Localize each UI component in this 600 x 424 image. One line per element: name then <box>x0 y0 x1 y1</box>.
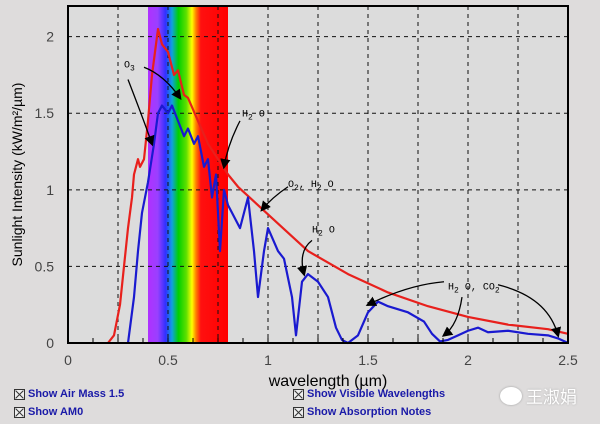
annotation-arrow <box>143 66 182 101</box>
watermark-text: 王淑娟 <box>526 388 577 407</box>
visible-band <box>148 6 228 343</box>
y-tick-label: 1.5 <box>35 105 55 121</box>
y-tick-label: 0 <box>46 335 54 351</box>
annotation-label: O3 <box>124 60 135 73</box>
annotation-label: H2 O, CO2 <box>448 282 500 295</box>
annotation-part: O <box>124 60 130 71</box>
x-tick-label: 1 <box>264 352 272 368</box>
y-tick-label: 1 <box>46 182 54 198</box>
annotation-part: O <box>253 109 265 120</box>
annotation-arrow <box>297 239 313 277</box>
annotation-arrow <box>127 79 155 147</box>
annotation-part: 2 <box>248 113 253 122</box>
checkbox-icon <box>293 388 304 400</box>
x-tick-label: 0.5 <box>158 352 178 368</box>
annotation-arrow <box>497 284 562 338</box>
watermark: 王淑娟 <box>500 383 577 408</box>
annotation-label: O2, H2 O <box>288 180 334 193</box>
wechat-icon <box>500 386 522 405</box>
checkbox-icon <box>14 406 25 418</box>
annotation-part: H <box>242 109 248 120</box>
option-label: Show Air Mass 1.5 <box>28 388 125 400</box>
annotation-part: 2 <box>495 286 500 295</box>
annotation-part: 2 <box>317 184 322 193</box>
series-line-am0 <box>107 27 569 344</box>
annotation-part: H <box>448 282 454 293</box>
show-visible-wavelengths-checkbox[interactable]: Show Visible Wavelengths <box>293 388 445 400</box>
annotation-label: H2 O <box>242 109 265 122</box>
show-absorption-notes-checkbox[interactable]: Show Absorption Notes <box>293 406 431 418</box>
option-label: Show AM0 <box>28 406 84 418</box>
x-tick-label: 0 <box>64 352 72 368</box>
option-label: Show Visible Wavelengths <box>307 388 446 400</box>
y-tick-label: 2 <box>46 29 54 45</box>
annotation-part: 3 <box>130 64 135 73</box>
checkbox-icon <box>293 406 304 418</box>
annotation-label: H2 O <box>312 226 335 239</box>
y-axis-label: Sunlight Intensity (kW/m²/µm) <box>9 83 25 267</box>
checkbox-icon <box>14 388 25 400</box>
annotation-arrow <box>365 281 445 306</box>
annotation-part: O <box>323 226 335 237</box>
show-air-mass-checkbox[interactable]: Show Air Mass 1.5 <box>14 388 124 400</box>
annotation-part: O, CO <box>459 282 495 293</box>
show-am0-checkbox[interactable]: Show AM0 <box>14 406 83 418</box>
x-tick-label: 1.5 <box>358 352 378 368</box>
annotation-part: 2 <box>318 230 323 239</box>
x-axis-label: wavelength (µm) <box>268 373 388 390</box>
annotation-part: 2 <box>294 184 299 193</box>
annotation-part: O <box>288 180 294 191</box>
annotation-part: O <box>322 180 334 191</box>
annotation-part: , H <box>299 180 317 191</box>
annotation-part: H <box>312 226 318 237</box>
option-label: Show Absorption Notes <box>307 406 432 418</box>
annotation-arrow <box>260 186 289 212</box>
x-tick-label: 2 <box>464 352 472 368</box>
y-tick-label: 0.5 <box>35 258 55 274</box>
annotation-part: 2 <box>454 286 459 295</box>
series-line-am15 <box>126 104 569 345</box>
annotation-arrow <box>441 296 463 337</box>
annotation-arrow <box>220 120 241 170</box>
x-tick-label: 2.5 <box>558 352 578 368</box>
